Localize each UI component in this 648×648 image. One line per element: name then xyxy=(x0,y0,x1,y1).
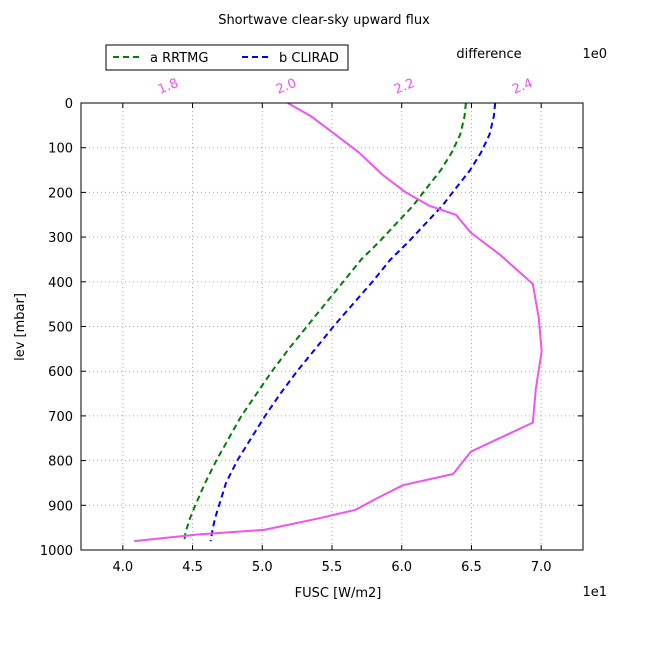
legend-label-rrtmg: a RRTMG xyxy=(150,51,208,66)
y-tick-label: 1000 xyxy=(40,544,73,559)
top-tick-label: 1.8 xyxy=(156,76,181,98)
x-tick-label: 6.0 xyxy=(391,560,412,575)
top-tick-label: 2.2 xyxy=(392,76,417,98)
ticks: 4.0 4.5 5.0 5.5 6.0 6.5 7.0 0 100 200 300 400 500 600… xyxy=(40,76,583,575)
legend-label-clirad: b CLIRAD xyxy=(279,51,339,66)
x-tick-label: 5.0 xyxy=(252,560,273,575)
y-axis-label: lev [mbar] xyxy=(13,293,28,361)
x-offset-label: 1e1 xyxy=(582,585,607,600)
top-axis-label: difference xyxy=(456,47,521,62)
x-tick-label: 4.5 xyxy=(182,560,203,575)
y-tick-label: 400 xyxy=(48,276,73,291)
y-tick-label: 700 xyxy=(48,410,73,425)
x-tick-label: 6.5 xyxy=(461,560,482,575)
series-group xyxy=(134,102,543,543)
top-offset-label: 1e0 xyxy=(582,47,607,62)
y-tick-label: 200 xyxy=(48,186,73,201)
legend-frame xyxy=(105,44,349,71)
x-tick-label: 5.5 xyxy=(322,560,343,575)
x-tick-label: 4.0 xyxy=(112,560,133,575)
y-tick-label: 500 xyxy=(48,321,73,336)
x-axis-label: FUSC [W/m2] xyxy=(295,586,382,601)
top-tick-label: 2.0 xyxy=(274,76,299,98)
legend: a RRTMG b CLIRAD xyxy=(105,44,349,71)
series-line-b-clirad xyxy=(209,102,497,542)
y-tick-label: 300 xyxy=(48,231,73,246)
y-tick-label: 600 xyxy=(48,365,73,380)
top-tick-label: 2.4 xyxy=(510,76,535,98)
grid xyxy=(81,102,583,551)
chart-title: Shortwave clear-sky upward flux xyxy=(218,13,430,28)
y-tick-label: 100 xyxy=(48,142,73,157)
series-line-difference xyxy=(134,102,543,543)
y-tick-label: 0 xyxy=(65,97,73,112)
x-tick-label: 7.0 xyxy=(531,560,552,575)
y-tick-label: 900 xyxy=(48,499,73,514)
series-line-a-rrtmg xyxy=(183,102,467,542)
y-tick-label: 800 xyxy=(48,455,73,470)
